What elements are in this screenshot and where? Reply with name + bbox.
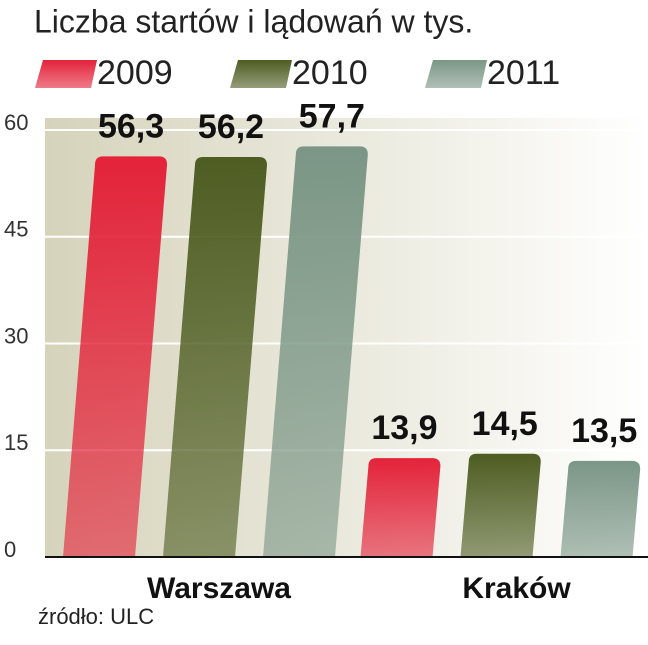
legend-swatch xyxy=(35,60,97,88)
bar xyxy=(263,146,368,557)
x-tick-label: Warszawa xyxy=(147,572,291,605)
data-label: 57,7 xyxy=(299,97,365,135)
data-label: 56,2 xyxy=(198,108,264,146)
bar xyxy=(560,460,641,557)
bar xyxy=(63,156,168,557)
legend-label: 2011 xyxy=(487,54,560,92)
source: źródło: ULC xyxy=(38,604,154,629)
y-tick-label: 15 xyxy=(4,430,28,455)
legend-label: 2009 xyxy=(97,54,173,92)
legend-swatch xyxy=(425,60,487,88)
bar xyxy=(163,157,267,557)
y-tick-label: 30 xyxy=(4,323,28,348)
bar xyxy=(360,458,441,557)
data-label: 13,5 xyxy=(571,412,637,450)
x-tick-label: Kraków xyxy=(462,572,571,605)
y-tick-label: 0 xyxy=(4,537,16,562)
legend-swatch xyxy=(230,60,292,88)
legend-label: 2010 xyxy=(292,54,368,92)
bar xyxy=(460,453,541,557)
y-tick-label: 45 xyxy=(4,217,28,242)
y-tick-label: 60 xyxy=(4,110,28,135)
data-label: 56,3 xyxy=(98,107,164,145)
data-label: 14,5 xyxy=(472,405,538,443)
data-label: 13,9 xyxy=(371,409,437,447)
chart-title: Liczba startów i lądowań w tys. xyxy=(34,3,473,39)
